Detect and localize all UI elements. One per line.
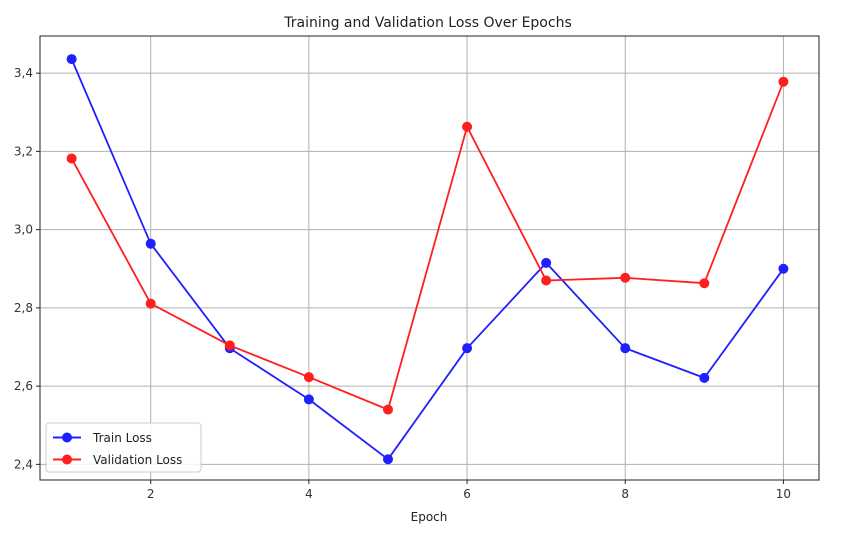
- x-tick-label: 8: [621, 487, 629, 501]
- data-point-train-loss: [66, 54, 77, 65]
- data-point-validation-loss: [778, 76, 789, 87]
- series-line-validation-loss: [70, 81, 785, 411]
- x-axis-label: Epoch: [411, 510, 448, 524]
- y-tick-label: 3,4: [14, 66, 33, 80]
- data-point-train-loss: [303, 394, 314, 405]
- data-point-train-loss: [462, 343, 473, 354]
- data-point-validation-loss: [66, 153, 77, 164]
- plot-series: [66, 54, 789, 465]
- data-point-train-loss: [382, 454, 393, 465]
- series-validation-loss: [66, 76, 789, 415]
- x-tick-label: 2: [147, 487, 155, 501]
- y-tick-label: 2,4: [14, 457, 33, 471]
- data-point-validation-loss: [145, 298, 156, 309]
- series-line-train-loss: [70, 58, 785, 461]
- legend-label-validation: Validation Loss: [93, 453, 182, 467]
- x-tick-label: 4: [305, 487, 313, 501]
- data-point-validation-loss: [462, 121, 473, 132]
- data-point-validation-loss: [620, 272, 631, 283]
- x-tick-label: 6: [463, 487, 471, 501]
- legend-entry-train: Train Loss: [53, 431, 152, 445]
- data-point-validation-loss: [303, 372, 314, 383]
- legend-box: [45, 422, 202, 473]
- chart-title: Training and Validation Loss Over Epochs: [283, 15, 572, 31]
- grid-lines: [40, 36, 819, 480]
- y-tick-label: 2,8: [14, 301, 33, 315]
- data-point-train-loss: [620, 343, 631, 354]
- legend-entry-validation: Validation Loss: [53, 453, 182, 467]
- data-point-validation-loss: [382, 404, 393, 415]
- data-point-validation-loss: [699, 278, 710, 289]
- y-tick-label: 3,2: [14, 144, 33, 158]
- data-point-validation-loss: [224, 340, 235, 351]
- data-point-train-loss: [541, 257, 552, 268]
- data-point-train-loss: [778, 263, 789, 274]
- y-tick-label: 3,0: [14, 223, 33, 237]
- series-train-loss: [66, 54, 789, 465]
- legend-label-train: Train Loss: [92, 431, 152, 445]
- plot-area-frame: [39, 35, 820, 481]
- x-tick-label: 10: [776, 487, 791, 501]
- legend: Train Loss Validation Loss: [45, 422, 202, 473]
- data-point-validation-loss: [541, 275, 552, 286]
- y-tick-label: 2,6: [14, 379, 33, 393]
- axis-ticks: 2 4 6 8 10 2,4 2,6 2,8 3,0 3,2 3,4: [14, 66, 791, 501]
- legend-marker-validation: [62, 454, 72, 465]
- legend-marker-train: [62, 432, 72, 443]
- data-point-train-loss: [699, 372, 710, 383]
- data-point-train-loss: [145, 238, 156, 249]
